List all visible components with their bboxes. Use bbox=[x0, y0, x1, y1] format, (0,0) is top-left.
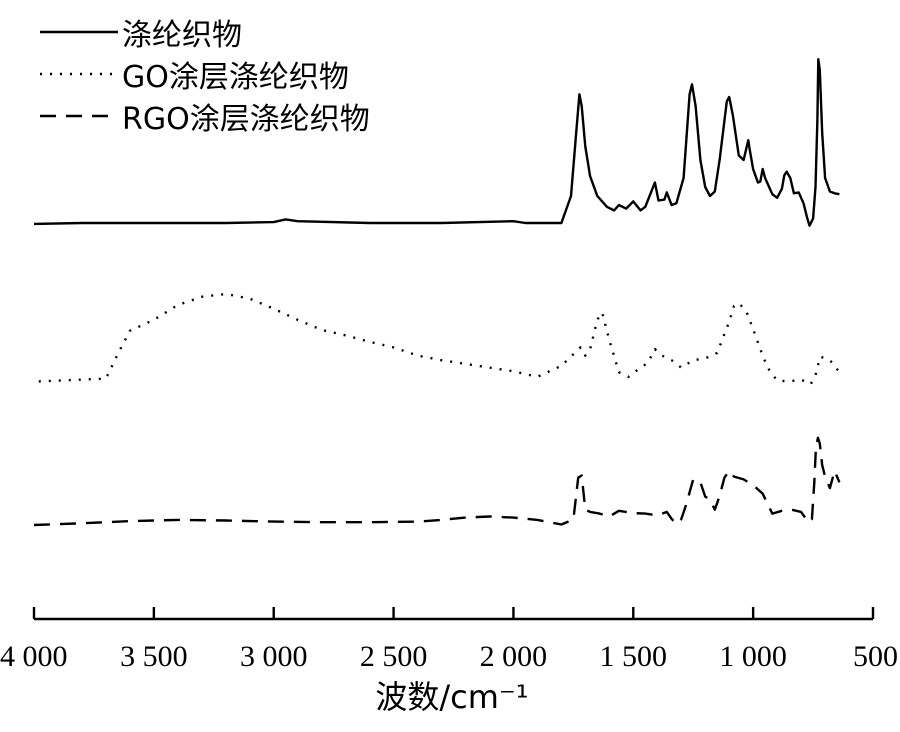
x-tick-label: 3 500 bbox=[120, 640, 188, 673]
legend-label-polyester: 涤纶织物 bbox=[122, 18, 242, 53]
series-line-rgo-coated bbox=[33, 436, 841, 527]
x-tick-label: 3 000 bbox=[240, 640, 308, 673]
x-tick-label: 1 500 bbox=[600, 640, 668, 673]
x-tick-label: 1 000 bbox=[719, 640, 787, 673]
x-tick-label: 4 000 bbox=[0, 640, 68, 673]
x-tick-label: 500 bbox=[853, 640, 898, 673]
legend: 涤纶织物 GO涂层涤纶织物 RGO涂层涤纶织物 bbox=[40, 18, 370, 137]
x-ticks: 4 000 3 500 3 000 2 500 2 000 1 500 1 000 500 bbox=[0, 607, 898, 673]
series-line-go-coated bbox=[38, 292, 841, 386]
series-line-polyester bbox=[33, 58, 840, 227]
x-tick-label: 2 500 bbox=[360, 640, 428, 673]
legend-label-go-coated: GO涂层涤纶织物 bbox=[122, 60, 349, 95]
legend-label-rgo-coated: RGO涂层涤纶织物 bbox=[122, 102, 370, 137]
x-tick-label: 2 000 bbox=[480, 640, 548, 673]
x-axis: 4 000 3 500 3 000 2 500 2 000 1 500 1 000 500 波… bbox=[0, 607, 898, 716]
plot-area bbox=[33, 58, 841, 527]
x-axis-title: 波数/cm⁻¹ bbox=[375, 678, 528, 716]
